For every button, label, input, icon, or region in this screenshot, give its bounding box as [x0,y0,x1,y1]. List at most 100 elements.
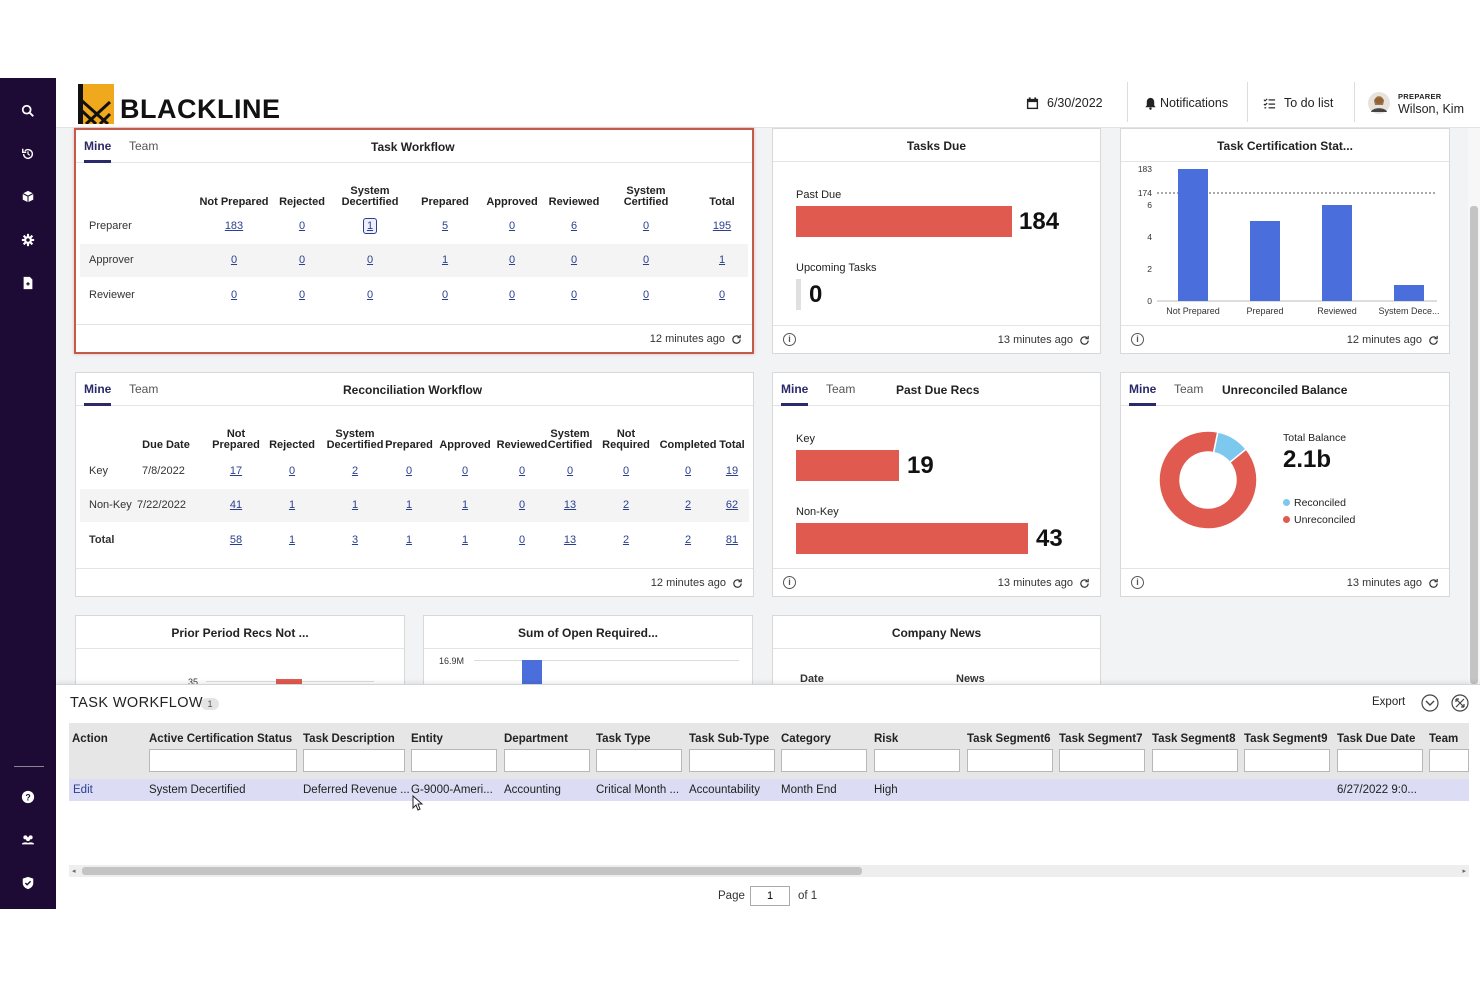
count-link[interactable]: 1 [441,254,449,266]
grid-filter-input[interactable] [1429,749,1469,772]
count-link[interactable]: 1 [461,534,469,546]
last-updated[interactable]: 12 minutes ago [1347,326,1439,354]
count-link[interactable]: 2 [622,499,630,511]
refresh-icon[interactable] [1079,335,1090,346]
tab-team[interactable]: Team [129,139,159,153]
grid-filter-input[interactable] [303,749,405,772]
grid-column-header[interactable]: Task Segment9 [1244,733,1328,745]
info-icon[interactable]: i [1131,333,1144,346]
count-link[interactable]: 0 [684,465,692,477]
key-bar[interactable] [796,450,899,481]
legend-reconciled[interactable]: Reconciled [1283,497,1346,509]
gear-icon[interactable] [17,229,39,251]
grid-filter-input[interactable] [1244,749,1330,772]
count-link[interactable]: 58 [229,534,243,546]
count-link[interactable]: 0 [508,254,516,266]
count-link[interactable]: 0 [566,465,574,477]
refresh-icon[interactable] [1428,578,1439,589]
count-link[interactable]: 0 [570,289,578,301]
grid-column-header[interactable]: Entity [411,733,443,745]
count-link[interactable]: 5 [441,220,449,232]
grid-column-header[interactable]: Action [72,733,108,745]
export-button[interactable]: Export [1372,696,1406,708]
count-link[interactable]: 0 [230,289,238,301]
grid-column-header[interactable]: Department [504,733,568,745]
count-link[interactable]: 13 [563,534,577,546]
count-link[interactable]: 0 [518,534,526,546]
count-link[interactable]: 17 [229,465,243,477]
document-icon[interactable] [17,272,39,294]
grid-column-header[interactable]: Task Segment6 [967,733,1051,745]
count-link[interactable]: 62 [725,499,739,511]
blackline-logo[interactable]: BLACKLINE [78,80,281,124]
count-link[interactable]: 0 [405,465,413,477]
grid-filter-input[interactable] [781,749,867,772]
count-link[interactable]: 0 [718,289,726,301]
grid-column-header[interactable]: Task Due Date [1337,733,1416,745]
help-icon[interactable]: ? [17,786,39,808]
date-selector[interactable]: 6/30/2022 [1026,78,1103,128]
collapse-icon[interactable] [1421,694,1439,712]
count-link[interactable]: 0 [461,465,469,477]
page-input[interactable] [750,886,790,906]
count-link[interactable]: 0 [441,289,449,301]
table-row[interactable]: Edit System Decertified Deferred Revenue… [69,779,1469,801]
count-link[interactable]: 0 [622,465,630,477]
count-link[interactable]: 1 [405,534,413,546]
last-updated[interactable]: 13 minutes ago [1347,569,1439,597]
scrollbar-thumb[interactable] [1470,206,1478,684]
count-link[interactable]: 0 [518,499,526,511]
grid-filter-input[interactable] [967,749,1053,772]
info-icon[interactable]: i [1131,576,1144,589]
count-link[interactable]: 1 [320,218,420,234]
count-link[interactable]: 1 [718,254,726,266]
bar[interactable] [522,660,542,690]
last-updated[interactable]: 13 minutes ago [998,569,1090,597]
count-link[interactable]: 0 [570,254,578,266]
grid-column-header[interactable]: Team [1429,733,1459,745]
scrollbar-thumb[interactable] [82,867,862,875]
count-link[interactable]: 6 [570,220,578,232]
count-link[interactable]: 2 [351,465,359,477]
grid-filter-input[interactable] [149,749,297,772]
tab-team[interactable]: Team [129,382,159,396]
count-link[interactable]: 1 [288,499,296,511]
count-link[interactable]: 0 [298,289,306,301]
tab-mine[interactable]: Mine [84,373,112,406]
scroll-left-icon[interactable]: ◂ [72,868,76,875]
grid-filter-input[interactable] [411,749,497,772]
vertical-scrollbar[interactable] [1468,128,1480,684]
count-link[interactable]: 0 [366,289,374,301]
count-link[interactable]: 0 [642,254,650,266]
count-link[interactable]: 41 [229,499,243,511]
scroll-right-icon[interactable]: ▸ [1462,868,1466,875]
history-icon[interactable] [17,143,39,165]
notifications-button[interactable]: Notifications [1144,78,1228,128]
grid-filter-input[interactable] [1059,749,1145,772]
count-link[interactable]: 2 [622,534,630,546]
tab-mine[interactable]: Mine [84,130,112,163]
grid-filter-input[interactable] [1152,749,1238,772]
tab-mine[interactable]: Mine [781,373,809,406]
non-key-bar[interactable] [796,523,1028,554]
count-link[interactable]: 3 [351,534,359,546]
grid-column-header[interactable]: Category [781,733,831,745]
count-link[interactable]: 2 [684,534,692,546]
bar[interactable] [1250,221,1280,301]
tab-mine[interactable]: Mine [1129,373,1157,406]
count-link[interactable]: 0 [508,220,516,232]
count-link[interactable]: 19 [725,465,739,477]
edit-link[interactable]: Edit [73,784,93,796]
count-link[interactable]: 0 [508,289,516,301]
count-link[interactable]: 183 [224,220,244,232]
grid-column-header[interactable]: Task Sub-Type [689,733,770,745]
last-updated[interactable]: 12 minutes ago [651,569,743,597]
count-link[interactable]: 1 [288,534,296,546]
count-link[interactable]: 0 [642,220,650,232]
grid-filter-input[interactable] [504,749,590,772]
count-link[interactable]: 0 [366,254,374,266]
count-link[interactable]: 13 [563,499,577,511]
last-updated[interactable]: 12 minutes ago [650,325,742,353]
expand-icon[interactable] [1451,694,1469,712]
grid-column-header[interactable]: Task Segment8 [1152,733,1236,745]
